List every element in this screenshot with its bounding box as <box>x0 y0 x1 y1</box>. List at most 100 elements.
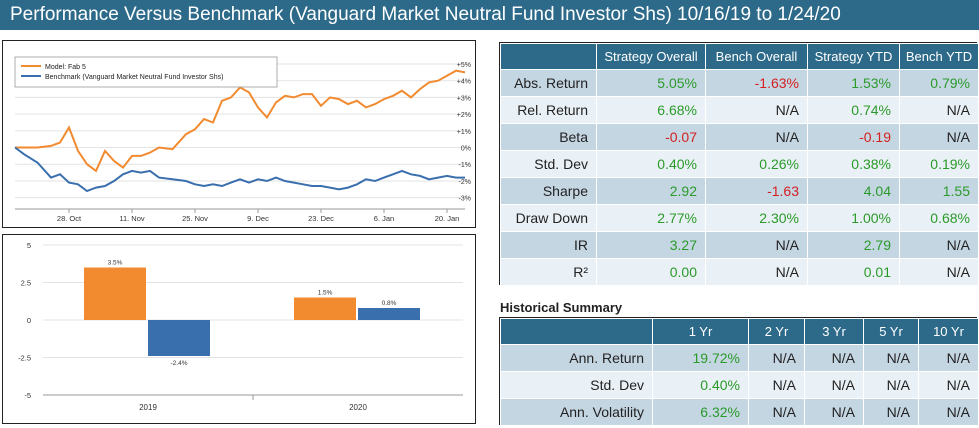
column-header: Bench YTD <box>899 43 979 70</box>
table-cell: N/A <box>804 398 864 426</box>
stats-table-container: Strategy Overall Bench Overall Strategy YT… <box>499 42 979 286</box>
line-chart-panel: +5% +4% +3% +2% +1% 0% -1% -2% -3% 28. Oct 11. Nov… <box>2 40 476 228</box>
bar-chart-panel: 5 2.5 0 -2.5 -5 2019 3.5% -2.4% 2020 1.5% 0.8% <box>2 234 476 424</box>
y-tick-label: +1% <box>457 129 471 136</box>
y-tick-label: 5 <box>27 241 31 250</box>
y-tick-label: +5% <box>457 62 471 69</box>
y-tick-label: -5 <box>24 391 31 400</box>
bar-data-label: 1.5% <box>318 290 333 297</box>
table-cell: -0.07 <box>596 123 706 151</box>
stats-table: Strategy Overall Bench Overall Strategy YT… <box>500 43 979 286</box>
metric-label: IR <box>500 231 597 259</box>
table-cell: 2.77% <box>596 204 706 232</box>
table-row: IR 3.27 N/A 2.79 N/A <box>500 231 979 259</box>
table-row: Rel. Return 6.68% N/A 0.74% N/A <box>500 96 979 124</box>
table-cell: 0.26% <box>705 150 808 178</box>
table-cell: N/A <box>918 371 979 399</box>
legend-label: Model: Fab 5 <box>45 64 86 71</box>
metric-label: Std. Dev <box>500 150 597 178</box>
table-cell: 1.00% <box>807 204 900 232</box>
table-cell: N/A <box>863 371 919 399</box>
table-cell: 0.68% <box>899 204 979 232</box>
metric-label: Abs. Return <box>500 69 597 97</box>
bar-chart: 5 2.5 0 -2.5 -5 2019 3.5% -2.4% 2020 1.5% 0.8% <box>18 241 463 412</box>
y-tick-label: -3% <box>459 196 471 203</box>
x-tick-label: 9. Dec <box>247 214 269 223</box>
table-row: Sharpe 2.92 -1.63 4.04 1.55 <box>500 177 979 205</box>
table-cell: N/A <box>705 96 808 124</box>
column-header: 10 Yr <box>918 318 979 345</box>
table-row: Ann. Return 19.72% N/A N/A N/A N/A <box>500 344 979 372</box>
table-row: Std. Dev 0.40% N/A N/A N/A N/A <box>500 371 979 399</box>
table-cell: N/A <box>748 344 805 372</box>
y-tick-label: -2.5 <box>18 354 31 363</box>
table-cell: 19.72% <box>652 344 749 372</box>
table-cell: 0.01 <box>807 258 900 286</box>
table-cell: N/A <box>705 258 808 286</box>
x-tick-label: 23. Dec <box>308 214 334 223</box>
table-cell: 0.19% <box>899 150 979 178</box>
benchmark-bar <box>358 308 420 320</box>
y-tick-label: +2% <box>457 112 471 119</box>
table-row: Draw Down 2.77% 2.30% 1.00% 0.68% <box>500 204 979 232</box>
table-cell: -1.63 <box>705 177 808 205</box>
table-cell: N/A <box>863 398 919 426</box>
legend-box <box>14 56 278 88</box>
table-cell: N/A <box>899 258 979 286</box>
strategy-bar <box>294 297 356 320</box>
column-header: 3 Yr <box>804 318 864 345</box>
y-tick-label: -2% <box>459 179 471 186</box>
y-tick-label: -1% <box>459 162 471 169</box>
table-cell: 2.30% <box>705 204 808 232</box>
y-tick-label: 0% <box>461 146 471 153</box>
table-cell: N/A <box>705 123 808 151</box>
metric-label: Sharpe <box>500 177 597 205</box>
benchmark-line <box>14 146 465 193</box>
table-cell: -1.63% <box>705 69 808 97</box>
table-cell: 0.38% <box>807 150 900 178</box>
table-cell: 0.74% <box>807 96 900 124</box>
x-tick-label: 6. Jan <box>374 214 394 223</box>
table-cell: 0.40% <box>596 150 706 178</box>
page-title: Performance Versus Benchmark (Vanguard M… <box>0 0 979 30</box>
column-header: Bench Overall <box>705 43 808 70</box>
table-corner-header <box>500 43 597 70</box>
table-row: Ann. Volatility 6.32% N/A N/A N/A N/A <box>500 398 979 426</box>
legend-label: Benchmark (Vanguard Market Neutral Fund … <box>45 74 223 81</box>
table-cell: 0.79% <box>899 69 979 97</box>
x-tick-label: 20. Jan <box>435 214 460 223</box>
table-cell: 0.40% <box>652 371 749 399</box>
x-tick-label: 25. Nov <box>182 214 208 223</box>
strategy-line <box>15 69 466 173</box>
x-tick-label: 2019 <box>139 403 157 412</box>
table-cell: N/A <box>705 231 808 259</box>
y-tick-label: 0 <box>27 316 31 325</box>
y-tick-label: 2.5 <box>21 279 31 288</box>
strategy-bar <box>84 267 146 320</box>
table-cell: N/A <box>748 398 805 426</box>
metric-label: Ann. Volatility <box>500 398 653 426</box>
table-cell: -0.19 <box>807 123 900 151</box>
table-cell: N/A <box>899 123 979 151</box>
table-cell: 4.04 <box>807 177 900 205</box>
table-cell: N/A <box>899 96 979 124</box>
table-cell: 0.00 <box>596 258 706 286</box>
table-cell: 2.92 <box>596 177 706 205</box>
table-cell: N/A <box>748 371 805 399</box>
x-tick-label: 28. Oct <box>57 214 82 223</box>
table-cell: N/A <box>918 398 979 426</box>
y-tick-label: +4% <box>457 79 471 86</box>
table-row: R² 0.00 N/A 0.01 N/A <box>500 258 979 286</box>
column-header: 2 Yr <box>748 318 805 345</box>
metric-label: Rel. Return <box>500 96 597 124</box>
table-cell: 1.55 <box>899 177 979 205</box>
table-cell: 5.05% <box>596 69 706 97</box>
metric-label: Draw Down <box>500 204 597 232</box>
bar-data-label: 3.5% <box>108 260 123 267</box>
column-header: 5 Yr <box>863 318 919 345</box>
table-cell: N/A <box>804 371 864 399</box>
historical-summary-table: 1 Yr 2 Yr 3 Yr 5 Yr 10 Yr Ann. Return 19.72% N… <box>500 318 979 426</box>
table-row: Beta -0.07 N/A -0.19 N/A <box>500 123 979 151</box>
table-cell: 6.32% <box>652 398 749 426</box>
metric-label: Ann. Return <box>500 344 653 372</box>
